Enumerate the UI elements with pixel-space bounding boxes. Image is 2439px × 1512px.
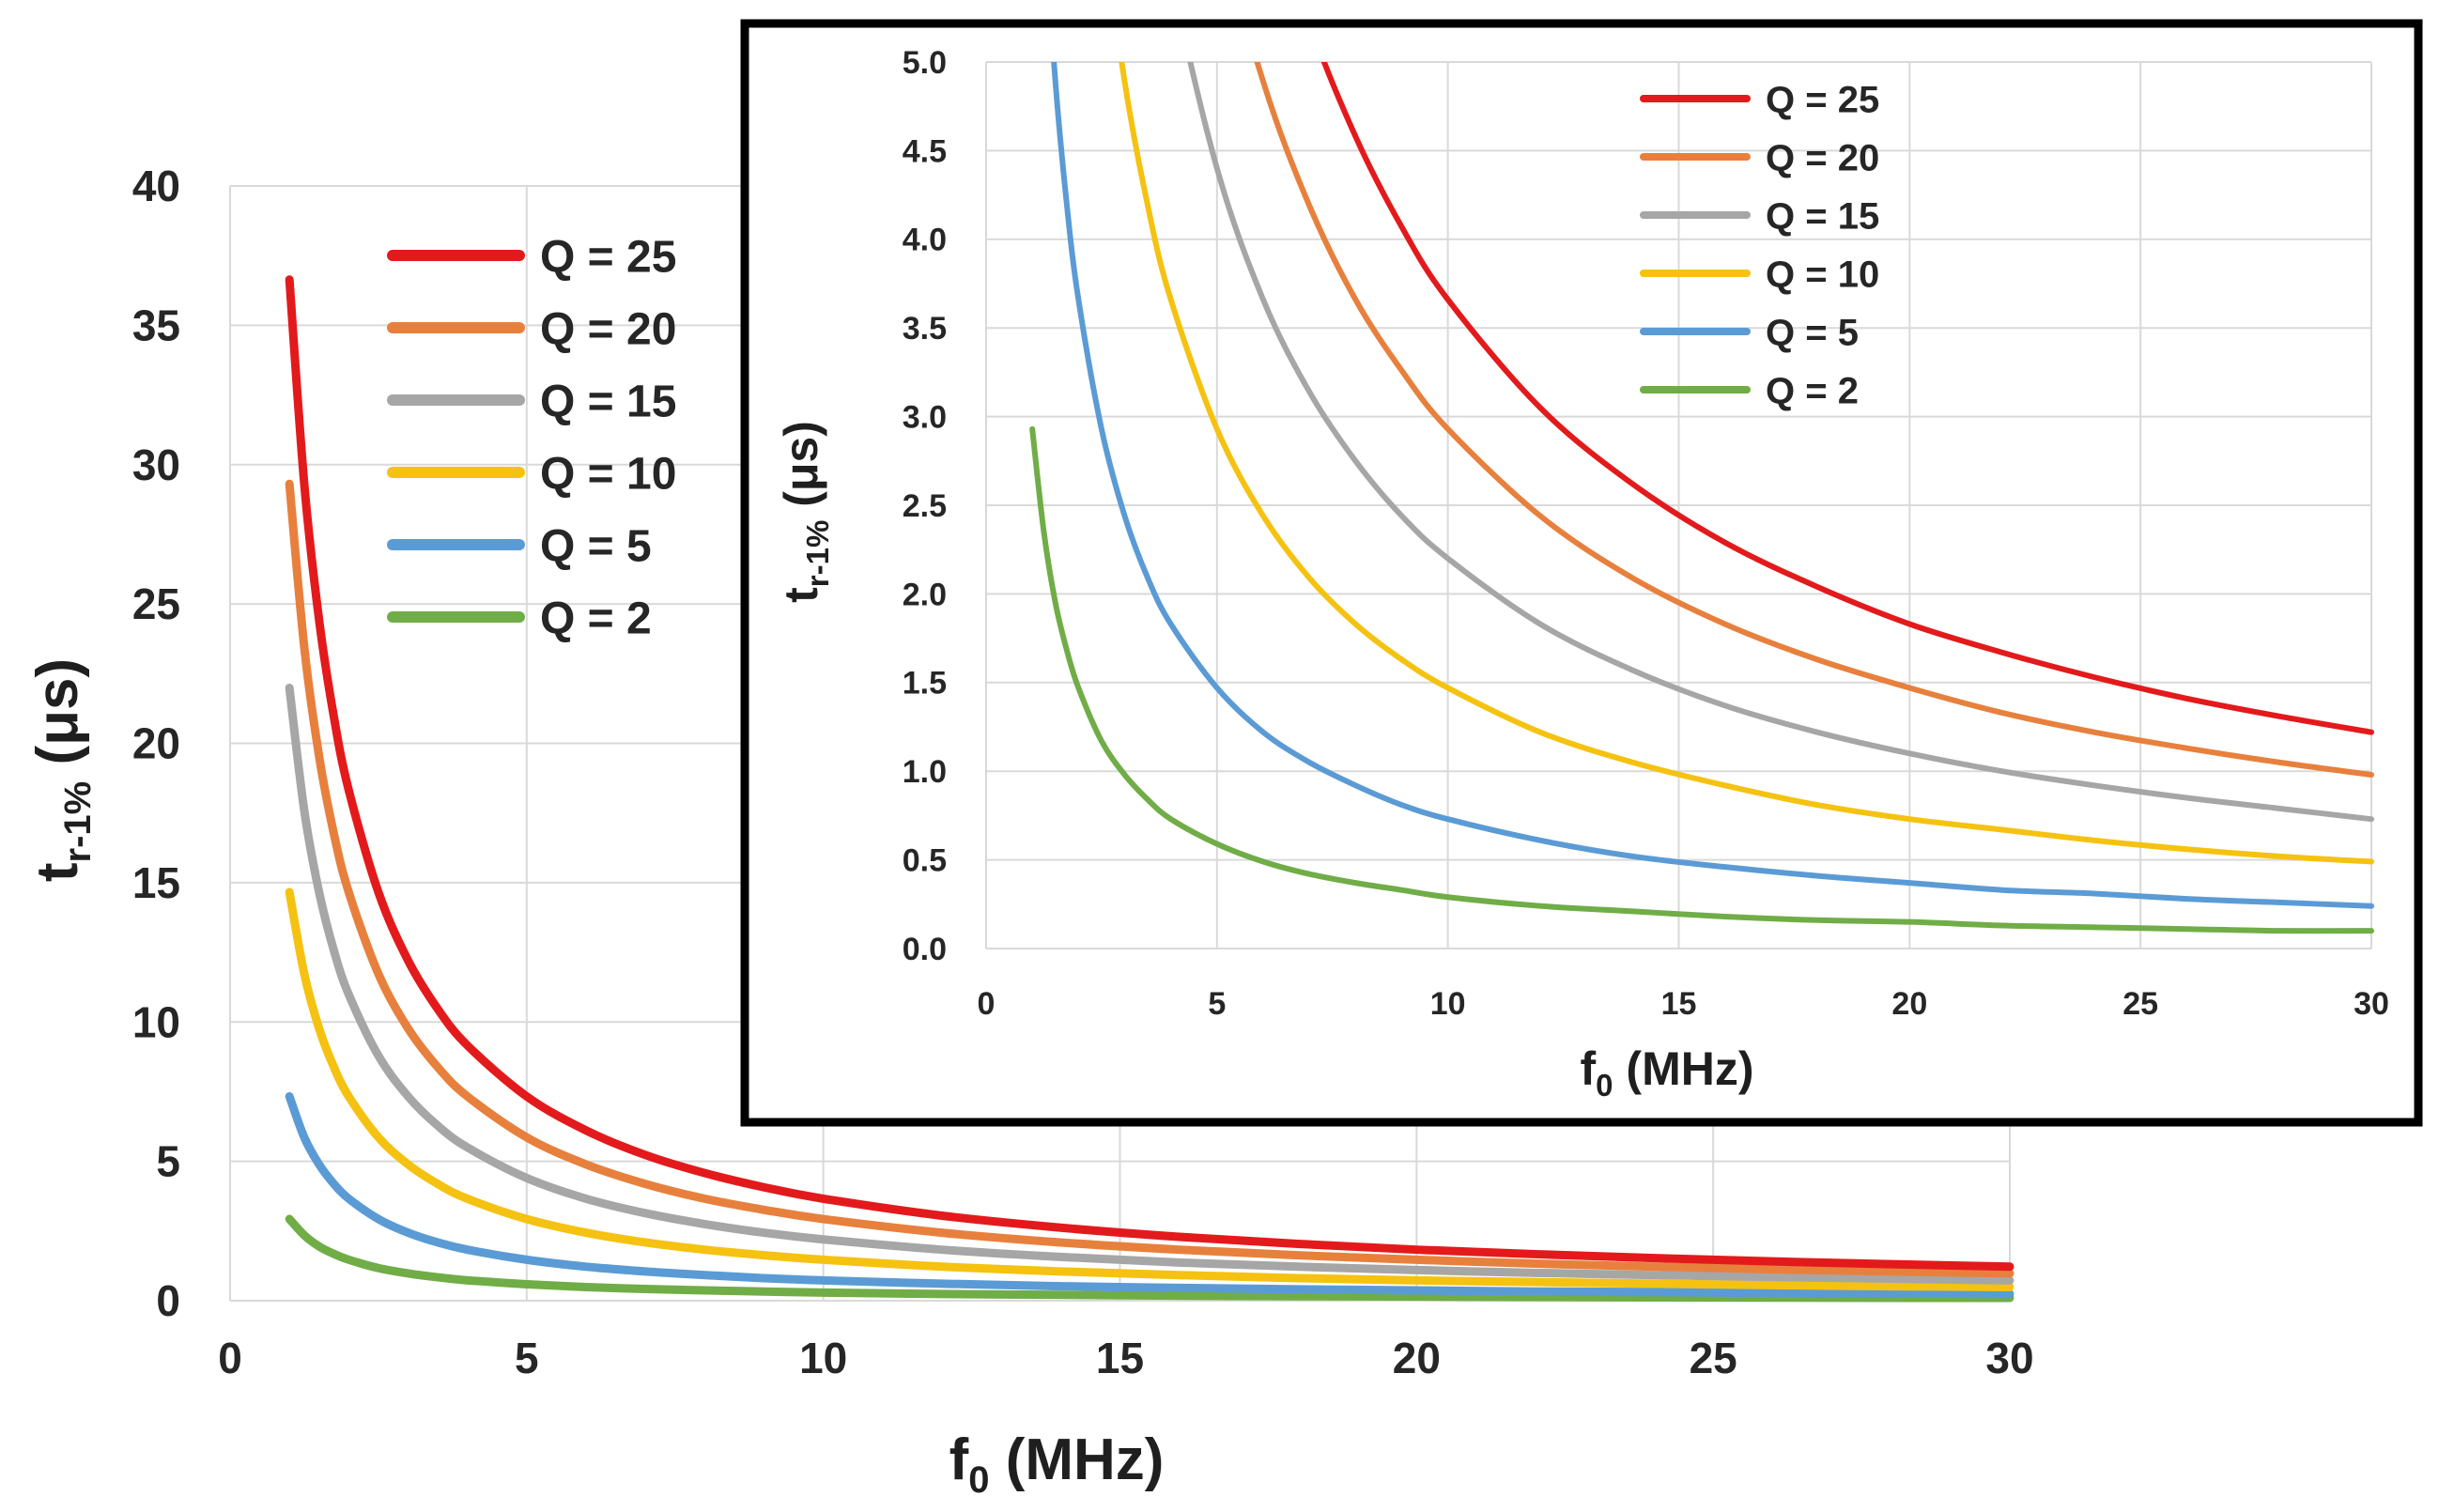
main-legend-item-q15: Q = 15 [387,377,676,426]
inset-legend-item-q15: Q = 15 [1640,195,1879,237]
inset-legend-label: Q = 10 [1766,254,1879,295]
inset-x-tick-label: 10 [1430,986,1466,1022]
inset-y-tick-label: 1.0 [903,754,947,790]
main-x-axis-label-rest: (MHz) [989,1427,1164,1492]
main-legend-label: Q = 20 [540,304,676,354]
main-y-axis-label-rest: (μs) [25,658,90,781]
main-x-tick-label: 20 [1393,1334,1441,1382]
inset-series-group [1029,62,2374,934]
inset-y-tick-label: 2.0 [903,577,947,612]
inset-legend-item-q2: Q = 2 [1640,370,1859,411]
main-y-tick-label: 30 [132,440,180,489]
inset-x-tick-labels: 0 5 10 15 20 25 30 [978,986,2389,1022]
main-legend-item-q25: Q = 25 [387,232,676,282]
main-legend-label: Q = 2 [540,594,652,643]
inset-series-line-q10 [1119,62,2374,865]
inset-y-axis-label-main: t [775,587,827,603]
main-y-tick-label: 35 [132,301,180,349]
inset-y-tick-label: 4.0 [903,223,947,258]
inset-series-line-q5 [1051,62,2374,909]
inset-legend-label: Q = 25 [1766,79,1879,120]
inset-legend-label: Q = 15 [1766,195,1879,237]
main-series-line-q5 [285,1091,2014,1299]
inset-y-tick-label: 4.5 [903,133,947,169]
main-legend-label: Q = 25 [540,232,676,282]
main-series-line-q10 [285,887,2014,1291]
inset-x-tick-label: 5 [1208,986,1226,1022]
inset-legend-item-q20: Q = 20 [1640,137,1879,178]
inset-y-axis-label-sub: r-1% [800,520,835,588]
main-series-line-q20 [285,479,2014,1278]
inset-series-line-q25 [1320,62,2374,735]
main-y-tick-label: 0 [156,1276,180,1325]
inset-y-tick-label: 1.5 [903,666,947,702]
main-legend: Q = 25 Q = 20 Q = 15 Q = 10 Q = 5 Q = 2 [387,232,676,643]
inset-x-axis-label: f0 (MHz) [1581,1042,1754,1103]
main-y-axis-label-sub: r-1% [57,781,99,863]
inset-legend-label: Q = 2 [1766,370,1859,411]
main-y-tick-label: 15 [132,858,180,907]
inset-legend-item-q10: Q = 10 [1640,254,1879,295]
inset-legend-label: Q = 20 [1766,137,1879,178]
main-series-line-q15 [285,683,2014,1285]
main-series-line-q2 [285,1214,2014,1303]
inset-y-tick-labels: 0.0 0.5 1.0 1.5 2.0 2.5 3.0 3.5 4.0 4.5 5.0 [903,45,947,967]
inset-legend-item-q25: Q = 25 [1640,79,1879,120]
main-x-tick-label: 15 [1096,1334,1144,1382]
main-x-tick-label: 5 [515,1334,539,1382]
main-x-axis-label-main: f [949,1427,969,1492]
inset-legend-item-q5: Q = 5 [1640,312,1859,353]
main-legend-item-q20: Q = 20 [387,304,676,354]
main-y-axis-label-main: t [25,862,90,882]
main-x-axis-label-sub: 0 [968,1459,989,1501]
main-x-axis-label: f0 (MHz) [949,1427,1165,1501]
inset-series-line-q15 [1187,62,2374,823]
main-y-tick-label: 25 [132,579,180,628]
inset-x-tick-label: 0 [978,986,996,1022]
inset-y-tick-label: 2.5 [903,488,947,524]
main-legend-label: Q = 5 [540,521,652,571]
inset-x-tick-label: 20 [1891,986,1927,1022]
inset-series-line-q2 [1029,425,2374,934]
inset-frame [740,19,2423,1127]
main-y-tick-label: 20 [132,719,180,768]
inset-x-axis-label-sub: 0 [1596,1068,1613,1103]
main-legend-item-q5: Q = 5 [387,521,652,571]
inset-x-tick-label: 15 [1661,986,1697,1022]
inset-y-tick-label: 5.0 [903,45,947,81]
inset-chart: 0.0 0.5 1.0 1.5 2.0 2.5 3.0 3.5 4.0 4.5 5.0 0 5 10 15… [740,19,2423,1127]
inset-legend: Q = 25 Q = 20 Q = 15 Q = 10 Q = 5 Q = 2 [1640,79,1879,411]
inset-y-tick-label: 0.0 [903,932,947,967]
main-y-axis-label: tr-1% (μs) [25,658,99,882]
main-x-tick-label: 10 [799,1334,847,1382]
main-y-tick-label: 10 [132,997,180,1046]
inset-legend-label: Q = 5 [1766,312,1859,353]
inset-y-axis-label-rest: (μs) [775,421,827,520]
inset-y-axis-label: tr-1% (μs) [775,421,835,603]
main-x-tick-label: 0 [218,1334,242,1382]
main-legend-label: Q = 15 [540,377,676,426]
inset-y-tick-label: 0.5 [903,843,947,879]
main-series-line-q25 [285,275,2014,1272]
inset-x-tick-label: 30 [2354,986,2389,1022]
inset-series-line-q20 [1254,62,2374,778]
main-x-tick-labels: 0 5 10 15 20 25 30 [218,1334,2033,1382]
inset-x-axis-label-rest: (MHz) [1613,1042,1754,1095]
main-legend-label: Q = 10 [540,449,676,499]
main-x-tick-label: 30 [1985,1334,2033,1382]
main-y-tick-label: 5 [156,1137,180,1186]
inset-y-tick-label: 3.5 [903,311,947,347]
main-y-tick-label: 40 [132,162,180,210]
main-series-group [285,275,2014,1303]
main-legend-item-q10: Q = 10 [387,449,676,499]
inset-y-tick-label: 3.0 [903,400,947,436]
main-y-tick-labels: 0 5 10 15 20 25 30 35 40 [132,162,180,1325]
main-legend-item-q2: Q = 2 [387,594,652,643]
main-x-tick-label: 25 [1690,1334,1737,1382]
inset-x-tick-label: 25 [2123,986,2158,1022]
inset-x-axis-label-main: f [1581,1042,1597,1095]
